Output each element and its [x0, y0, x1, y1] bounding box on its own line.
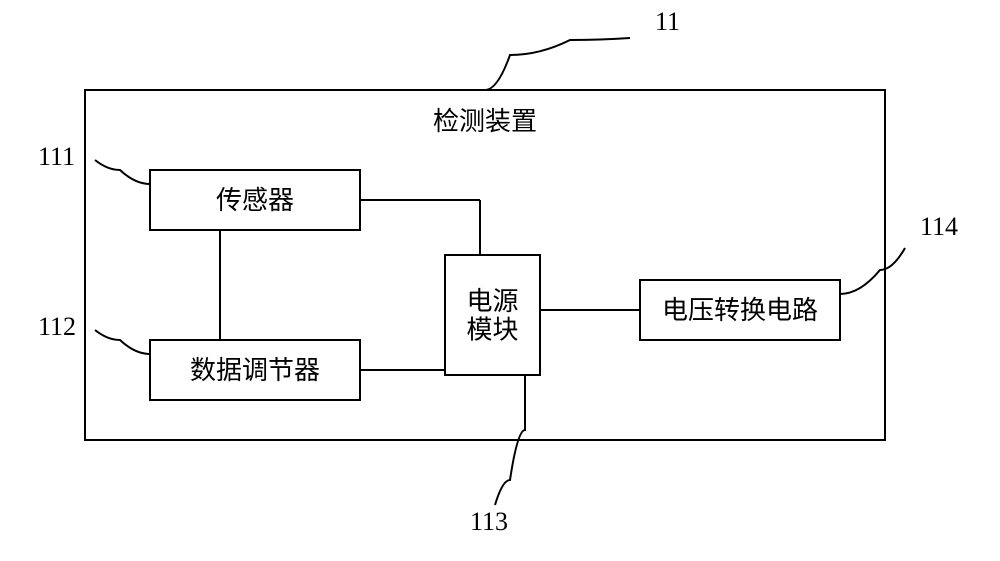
callout-111-label: 111: [38, 142, 75, 171]
callout-11-leader: [485, 38, 630, 90]
power-module-block-label-2: 模块: [466, 315, 518, 344]
callout-112-leader: [95, 330, 150, 354]
callout-11-label: 11: [655, 7, 680, 36]
data-regulator-block: 数据调节器: [150, 340, 360, 400]
outer-title: 检测装置: [433, 107, 537, 136]
callout-114-label: 114: [920, 212, 958, 241]
callout-114-leader: [840, 248, 905, 294]
power-module-block-label-1: 电源: [466, 287, 518, 316]
voltage-converter-block-label: 电压转换电路: [662, 296, 818, 325]
data-regulator-block-label: 数据调节器: [190, 356, 320, 385]
callout-111-leader: [95, 160, 150, 184]
callout-112-label: 112: [38, 312, 76, 341]
power-module-block: 电源模块: [445, 255, 540, 375]
outer-container: [85, 90, 885, 440]
callout-113-label: 113: [470, 507, 508, 536]
sensor-block: 传感器: [150, 170, 360, 230]
sensor-block-label: 传感器: [216, 186, 294, 215]
voltage-converter-block: 电压转换电路: [640, 280, 840, 340]
